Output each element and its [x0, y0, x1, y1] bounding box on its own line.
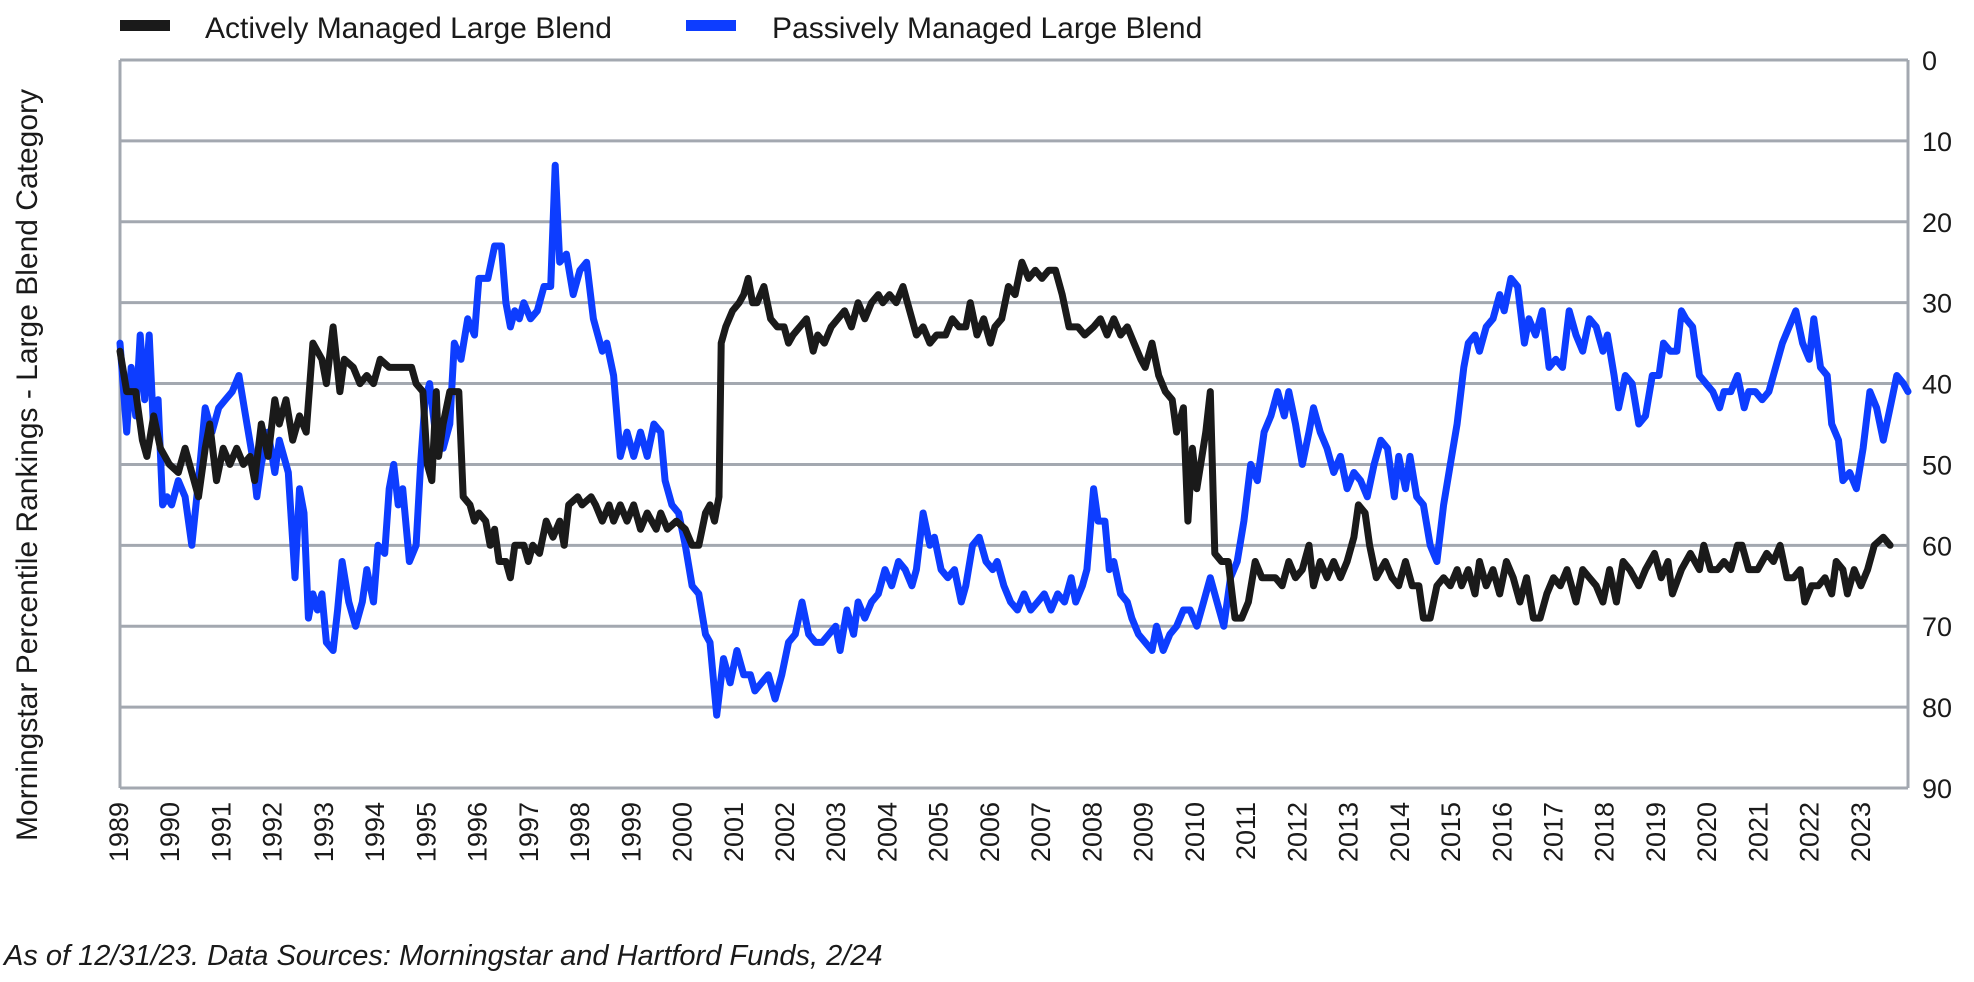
x-tick-label: 2011 [1231, 802, 1261, 860]
x-tick-label: 2012 [1282, 802, 1312, 862]
x-tick-label: 2023 [1846, 802, 1876, 862]
x-tick-label: 2022 [1795, 802, 1825, 862]
x-tick-label: 2006 [975, 802, 1005, 862]
y-tick-label: 0 [1922, 46, 1937, 76]
x-tick-label: 1997 [514, 802, 544, 862]
legend-label-active: Actively Managed Large Blend [205, 12, 612, 45]
x-tick-label: 2007 [1026, 802, 1056, 862]
x-tick-label: 2003 [821, 802, 851, 862]
source-note: As of 12/31/23. Data Sources: Morningsta… [4, 940, 883, 972]
x-tick-label: 1992 [258, 802, 288, 862]
x-tick-label: 1996 [463, 802, 493, 862]
x-tick-label: 2017 [1538, 802, 1568, 862]
x-tick-label: 2013 [1334, 802, 1364, 862]
y-axis-label: Morningstar Percentile Rankings - Large … [11, 89, 44, 841]
x-tick-label: 2000 [668, 802, 698, 862]
x-tick-label: 1994 [360, 802, 390, 862]
x-tick-label: 2021 [1743, 802, 1773, 862]
legend-swatch-passive [686, 20, 736, 31]
x-tick-label: 2014 [1385, 802, 1415, 862]
x-tick-label: 2015 [1436, 802, 1466, 862]
y-tick-label: 80 [1922, 693, 1952, 723]
series-line-passive [116, 161, 1912, 719]
x-tick-label: 2005 [924, 802, 954, 862]
legend: Actively Managed Large Blend Passively Ma… [120, 12, 1202, 45]
legend-swatch-active [120, 20, 170, 31]
x-tick-label: 2008 [1077, 802, 1107, 862]
axes [118, 58, 1910, 790]
x-tick-label: 2009 [1129, 802, 1159, 862]
series-line-active [116, 258, 1894, 622]
y-tick-label: 10 [1922, 127, 1952, 157]
x-tick-label: 2016 [1487, 802, 1517, 862]
y-tick-label: 60 [1922, 531, 1952, 561]
x-tick-label: 2020 [1692, 802, 1722, 862]
x-tick-label: 1989 [104, 802, 134, 862]
x-tick-label: 2018 [1590, 802, 1620, 862]
x-tick-labels: 1989 1990 1991 1992 1993 1994 1995 1996 1997 1998… [104, 802, 1876, 862]
y-tick-label: 50 [1922, 450, 1952, 480]
y-tick-label: 70 [1922, 612, 1952, 642]
x-tick-label: 2002 [770, 802, 800, 862]
legend-label-passive: Passively Managed Large Blend [772, 12, 1202, 45]
x-tick-label: 1991 [206, 802, 236, 862]
x-tick-label: 1995 [411, 802, 441, 862]
y-tick-label: 90 [1922, 774, 1952, 804]
x-tick-label: 2019 [1641, 802, 1671, 862]
x-tick-label: 2004 [872, 802, 902, 862]
x-tick-label: 2001 [719, 802, 749, 862]
x-tick-label: 1998 [565, 802, 595, 862]
x-tick-label: 1993 [309, 802, 339, 862]
y-tick-label: 40 [1922, 370, 1952, 400]
series-lines [116, 161, 1912, 719]
x-tick-label: 1999 [616, 802, 646, 862]
x-tick-label: 2010 [1180, 802, 1210, 862]
x-tick-label: 1990 [155, 802, 185, 862]
y-tick-labels: 0 10 20 30 40 50 60 70 80 90 [1922, 46, 1952, 804]
y-tick-label: 30 [1922, 289, 1952, 319]
y-tick-label: 20 [1922, 208, 1952, 238]
